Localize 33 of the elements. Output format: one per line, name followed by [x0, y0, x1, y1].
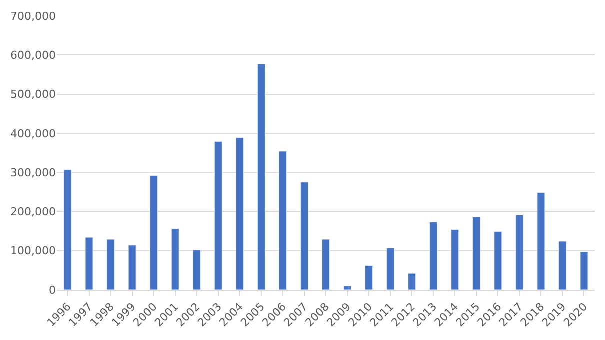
bar	[278, 151, 287, 290]
bar	[537, 192, 546, 290]
bar	[171, 228, 180, 290]
bar	[85, 237, 94, 290]
bar	[236, 137, 244, 290]
bar	[322, 239, 330, 290]
y-tick-label: 500,000	[10, 88, 56, 102]
y-tick-label: 200,000	[10, 206, 56, 219]
bar	[365, 265, 374, 290]
y-tick-label: 300,000	[10, 166, 56, 180]
y-tick-label: 700,000	[10, 10, 56, 23]
y-tick-label: 600,000	[10, 48, 56, 62]
bar	[386, 248, 395, 290]
bar	[408, 273, 416, 290]
bar	[472, 216, 481, 290]
bar	[150, 175, 158, 290]
bar	[128, 245, 136, 290]
bar	[344, 286, 352, 290]
y-tick-label: 400,000	[10, 127, 56, 140]
bar	[192, 250, 201, 290]
bar	[516, 214, 524, 290]
bar	[106, 239, 115, 290]
bar	[580, 252, 588, 290]
bar	[451, 229, 460, 290]
bar	[494, 231, 502, 290]
bar	[257, 64, 266, 290]
bar	[430, 222, 438, 290]
bar	[300, 182, 308, 290]
y-tick-label: 100,000	[10, 244, 56, 258]
bar	[558, 241, 567, 290]
bar	[64, 170, 72, 290]
y-tick-label: 0	[49, 284, 56, 297]
bar	[214, 141, 222, 290]
